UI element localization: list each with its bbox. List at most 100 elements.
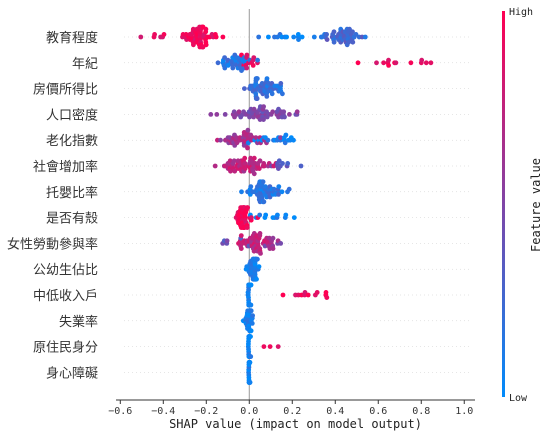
shap-point [244,52,250,58]
shap-point [286,186,292,192]
shap-point [282,140,288,146]
shap-point [230,65,236,71]
shap-point [250,313,256,318]
shap-point [242,86,247,91]
shap-point [247,360,253,365]
feature-labels: 教育程度年紀房價所得比人口密度老化指數社會增加率托嬰比率是否有殼女性勞動參與率公… [7,30,98,381]
shap-point [346,39,351,45]
shap-point [280,292,286,298]
x-tick-label: −0.6 [108,406,132,417]
feature-label: 公幼生佔比 [33,263,98,278]
shap-point [428,60,434,66]
shap-point [282,114,287,120]
shap-point [274,83,280,89]
shap-point [251,55,257,60]
shap-point [279,189,285,195]
shap-point [408,60,414,66]
shap-point [284,34,289,40]
feature-label: 女性勞動參與率 [7,236,98,252]
shap-point [248,282,254,288]
shap-point [239,189,244,195]
shap-point [353,32,359,37]
shap-point [254,76,260,81]
shap-point [250,63,256,68]
shap-point [291,34,297,40]
shap-point [236,109,242,115]
data-points [138,24,434,385]
feature-label: 社會增加率 [33,159,98,175]
shap-point [254,96,260,101]
shap-point [220,34,226,40]
feature-label: 身心障礙 [46,365,98,381]
x-tick-label: 0.6 [369,406,387,417]
shap-point [291,215,297,221]
feature-label: 人口密度 [46,107,98,123]
shap-point [138,34,144,40]
feature-label: 是否有殼 [46,212,98,227]
shap-point [244,225,250,231]
shap-point [278,241,284,246]
x-tick-label: 0.4 [326,406,344,417]
x-tick-label: 0.8 [412,406,430,417]
shap-point [244,65,250,71]
shap-point [231,158,237,164]
shap-point [191,42,196,48]
feature-label: 托嬰比率 [46,185,98,201]
shap-point [258,251,263,256]
shap-point [270,246,276,252]
shap-point [270,235,276,241]
colorbar-high-label: High [509,7,533,18]
shap-point [323,290,329,295]
shap-point [238,246,244,252]
feature-label: 原住民身分 [33,340,98,356]
shap-point [278,81,284,86]
shap-point [331,39,337,45]
shap-point [295,32,301,37]
shap-point [245,205,251,211]
shap-point [248,328,254,334]
shap-point [276,184,282,190]
feature-label: 年紀 [72,57,98,72]
shap-point [305,292,311,298]
feature-label: 中低收入戶 [33,289,98,304]
shap-point [270,109,276,115]
shap-point [249,215,254,221]
shap-point [267,344,273,349]
shap-point [256,34,262,40]
shap-point [261,117,266,122]
shap-point [276,192,281,197]
shap-point [253,135,259,141]
x-tick-label: −0.4 [151,406,175,417]
shap-point [298,163,304,169]
shap-point [283,132,289,138]
shap-point [251,171,257,177]
shap-point [314,290,320,295]
x-tick-label: 1.0 [455,406,473,417]
shap-point [248,334,253,339]
shap-point [256,166,262,172]
shap-point [294,109,300,115]
shap-point [260,179,266,185]
shap-point [419,57,425,63]
shap-point [261,104,266,109]
shap-point [222,65,228,71]
shap-point [215,60,221,66]
shap-point [280,91,285,97]
shap-point [257,158,263,164]
shap-point [242,155,248,161]
shap-point [232,168,238,174]
shap-point [423,60,429,66]
x-axis-title: SHAP value (impact on model output) [169,417,422,431]
colorbar [502,11,505,397]
x-tick-label: −0.2 [194,406,218,417]
shap-point [355,60,361,66]
shap-point [251,155,257,161]
shap-point [251,106,257,112]
shap-point [263,212,269,218]
shap-point [280,161,285,166]
shap-point [248,308,254,314]
shap-point [381,60,386,66]
shap-point [245,127,251,133]
x-tick-label: 0.2 [283,406,301,417]
